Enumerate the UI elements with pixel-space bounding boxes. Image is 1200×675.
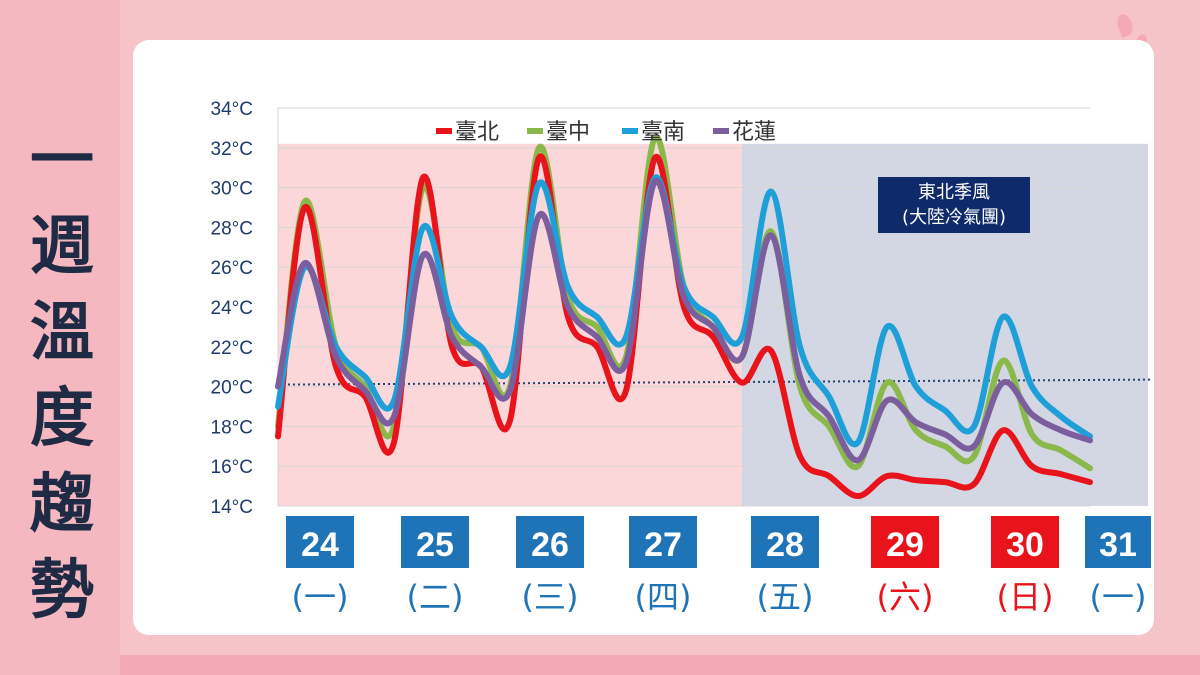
legend-label: 臺北: [455, 120, 499, 145]
title-char: 週: [30, 210, 94, 284]
title-char: 度: [30, 382, 94, 456]
legend-label: 花蓮: [732, 120, 776, 145]
legend-label: 臺中: [546, 120, 590, 145]
date-number: 27: [644, 526, 682, 564]
series-line-hualien: [275, 178, 1093, 464]
weekday-label: (一): [292, 578, 349, 616]
background-left-band: [0, 0, 120, 675]
weekday-label: (五): [757, 578, 814, 616]
date-box: [401, 516, 469, 568]
date-number: 24: [301, 526, 339, 564]
date-box: [629, 516, 697, 568]
date-box: [516, 516, 584, 568]
title-char: 趨: [30, 468, 94, 542]
y-tick-label: 26°C: [211, 258, 253, 279]
y-tick-label: 16°C: [211, 457, 253, 478]
date-number: 25: [416, 526, 454, 564]
weekday-label: (六): [877, 578, 934, 616]
y-tick-label: 14°C: [211, 497, 253, 518]
monsoon-annotation-text: (大陸冷氣團): [902, 207, 1006, 228]
y-tick-label: 20°C: [211, 378, 253, 399]
date-number: 31: [1099, 526, 1137, 564]
y-tick-label: 34°C: [211, 99, 253, 120]
background-bottom-band: [120, 655, 1200, 675]
date-box: [751, 516, 819, 568]
title-char: 一: [30, 124, 94, 198]
page-title: 一週溫度趨勢: [22, 118, 102, 634]
y-tick-label: 32°C: [211, 139, 253, 160]
date-box: [1085, 516, 1151, 568]
weekday-label: (日): [997, 578, 1054, 616]
date-box: [871, 516, 939, 568]
date-number: 26: [531, 526, 569, 564]
title-char: 勢: [30, 554, 94, 628]
series-line-taipei: [275, 153, 1093, 500]
weekday-label: (二): [407, 578, 464, 616]
monsoon-annotation-text: 東北季風: [918, 182, 990, 203]
weekday-label: (四): [635, 578, 692, 616]
date-number: 30: [1006, 526, 1044, 564]
date-box: [991, 516, 1059, 568]
date-number: 28: [766, 526, 804, 564]
title-char: 溫: [30, 296, 94, 370]
weekday-label: (一): [1090, 578, 1147, 616]
weekday-label: (三): [522, 578, 579, 616]
date-box: [286, 516, 354, 568]
y-tick-label: 22°C: [211, 338, 253, 359]
y-tick-label: 28°C: [211, 218, 253, 239]
y-tick-label: 18°C: [211, 417, 253, 438]
legend-label: 臺南: [641, 120, 685, 145]
monsoon-annotation-box: [878, 177, 1030, 233]
date-number: 29: [886, 526, 924, 564]
y-tick-label: 24°C: [211, 298, 253, 319]
y-tick-label: 30°C: [211, 179, 253, 200]
